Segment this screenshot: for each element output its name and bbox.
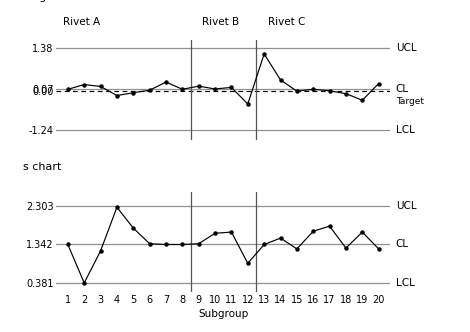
Text: Target X̅ chart: Target X̅ chart	[23, 0, 101, 2]
Text: Rivet A: Rivet A	[63, 17, 100, 27]
Text: Target: Target	[396, 97, 423, 106]
Text: UCL: UCL	[396, 201, 416, 211]
Text: Rivet B: Rivet B	[202, 17, 239, 27]
Text: CL: CL	[396, 84, 409, 94]
X-axis label: Subgroup: Subgroup	[198, 309, 248, 319]
Text: Rivet C: Rivet C	[268, 17, 306, 27]
Text: s chart: s chart	[23, 162, 62, 172]
Text: LCL: LCL	[396, 125, 415, 135]
Text: CL: CL	[396, 239, 409, 249]
Text: UCL: UCL	[396, 43, 416, 53]
Text: LCL: LCL	[396, 278, 415, 288]
